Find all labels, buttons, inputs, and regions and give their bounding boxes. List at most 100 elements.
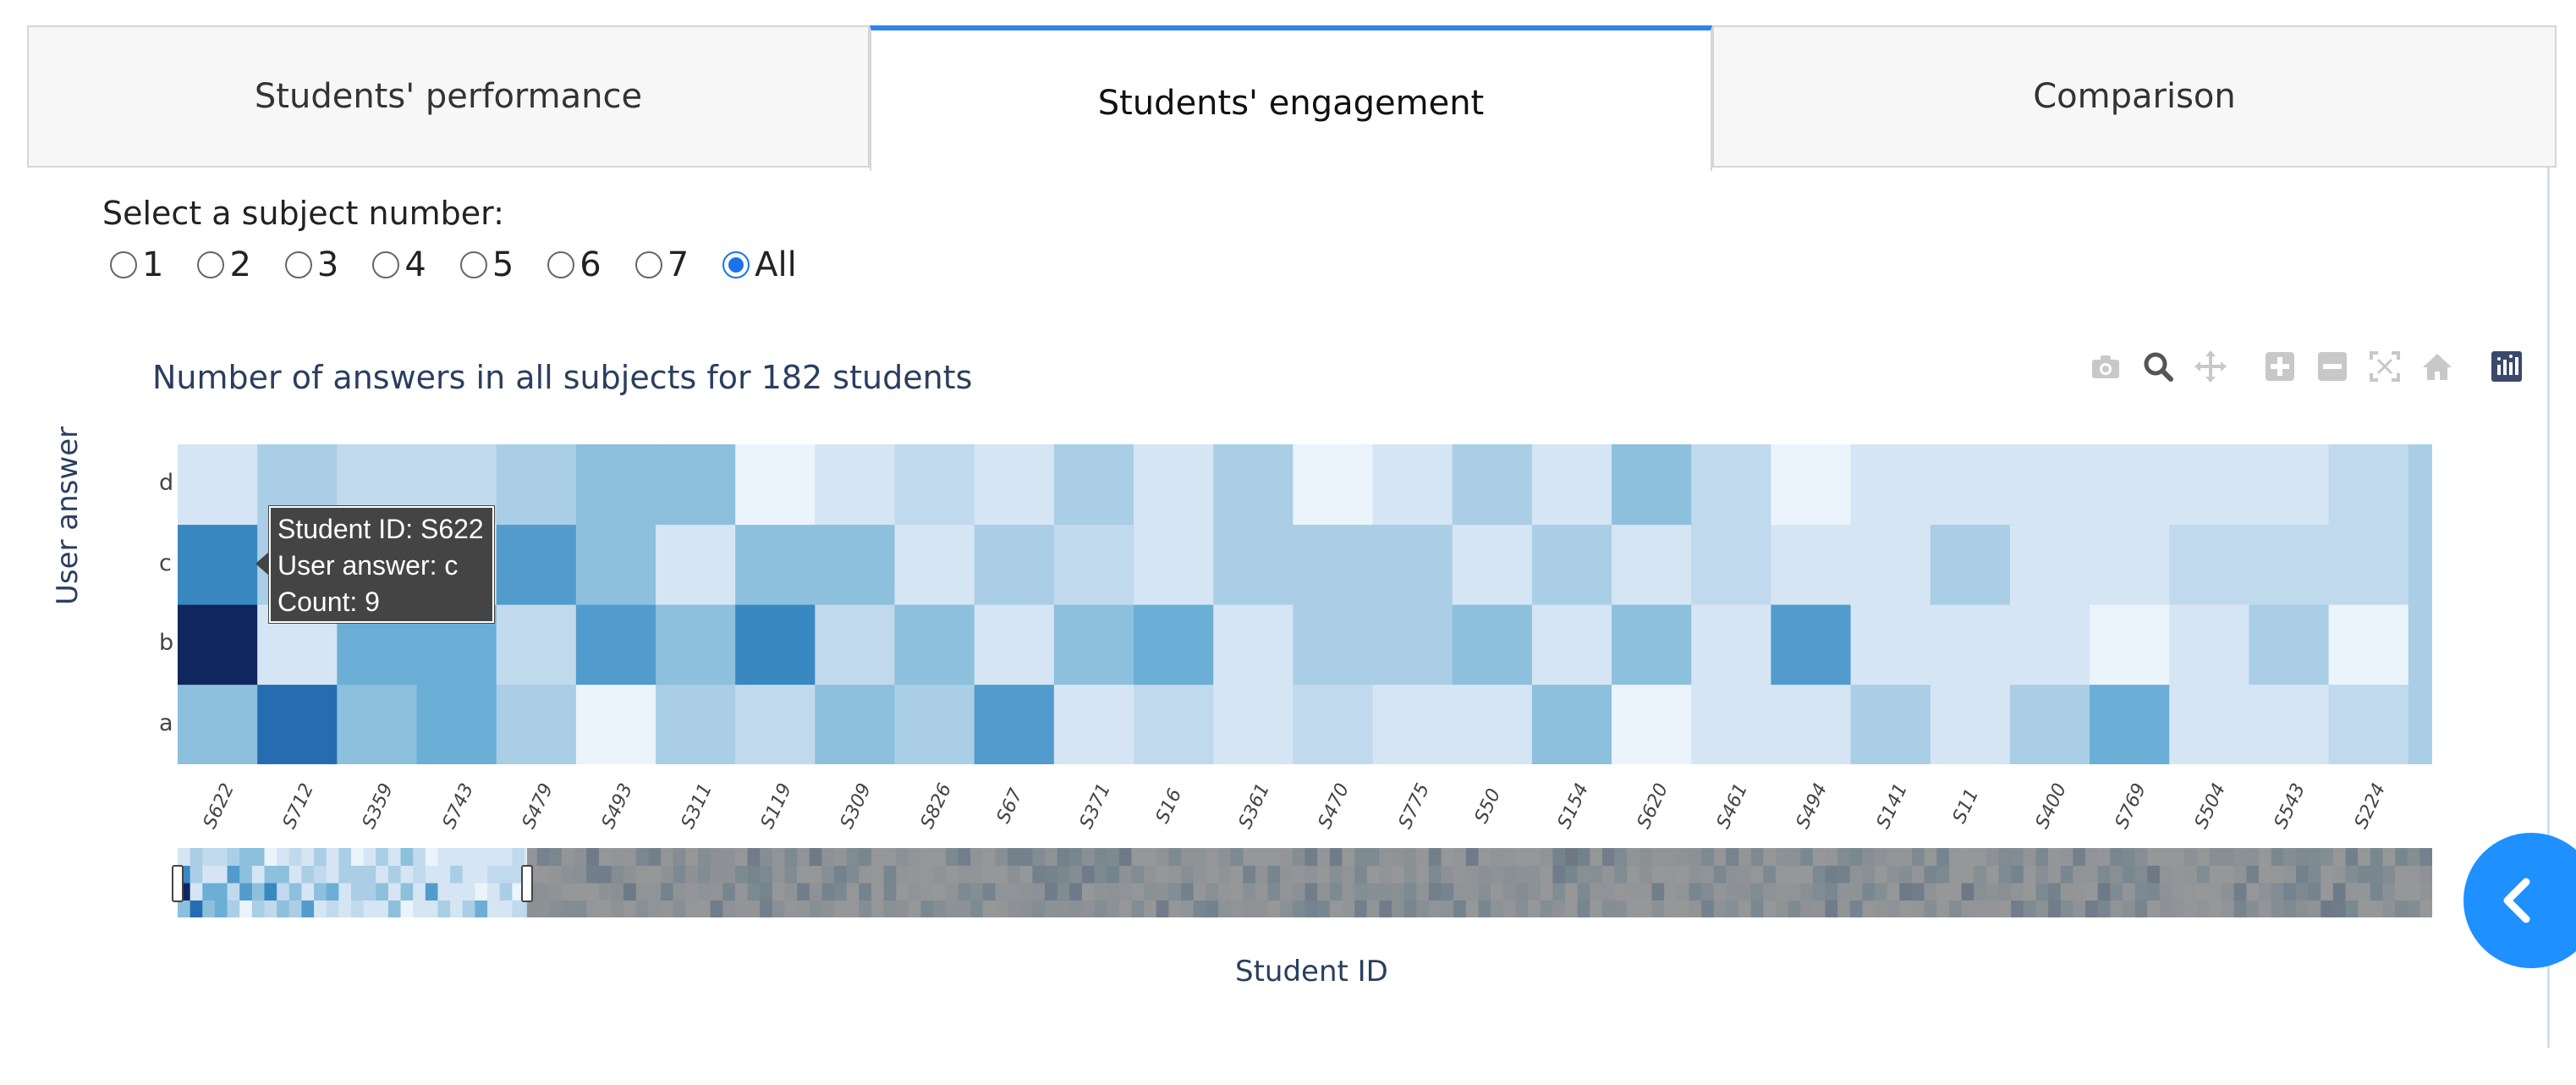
heatmap-cell-S371-a[interactable] [1053,684,1134,765]
heatmap-cell-S371-c[interactable] [1053,524,1134,605]
heatmap-cell-S361-a[interactable] [1213,684,1293,765]
heatmap-cell-S493-c[interactable] [575,524,656,605]
subject-radio-3[interactable]: 3 [284,245,338,284]
radio-button[interactable] [284,251,312,278]
radio-button[interactable] [110,251,137,278]
subject-radio-4[interactable]: 4 [372,245,426,284]
subject-radio-6[interactable]: 6 [547,245,601,284]
heatmap-cell-S620-a[interactable] [1612,684,1692,765]
heatmap-cell-S461-c[interactable] [1691,524,1771,605]
heatmap-cell-S479-a[interactable] [496,684,577,765]
heatmap-cell-S50-d[interactable] [1452,444,1533,526]
subject-radio-all[interactable]: All [722,245,797,284]
heatmap-cell-partial[interactable] [2408,684,2432,765]
heatmap-cell-S826-d[interactable] [894,444,975,526]
radio-button[interactable] [547,251,575,278]
heatmap-cell-S826-c[interactable] [894,524,975,605]
heatmap-cell-S371-d[interactable] [1053,444,1134,526]
tab-students-performance[interactable]: Students' performance [27,25,870,168]
heatmap-cell-S224-a[interactable] [2328,684,2409,765]
heatmap-cell-S119-b[interactable] [735,604,816,686]
heatmap-cell-S154-a[interactable] [1531,684,1612,765]
range-slider[interactable] [178,848,2432,917]
heatmap-cell-S775-c[interactable] [1372,524,1453,605]
heatmap-cell-S479-d[interactable] [496,444,577,526]
heatmap-cell-S154-b[interactable] [1531,604,1612,686]
heatmap-cell-S16-b[interactable] [1134,604,1214,686]
heatmap-cell-S67-c[interactable] [974,524,1055,605]
heatmap-cell-S620-d[interactable] [1612,444,1692,526]
heatmap-cell-S361-d[interactable] [1213,444,1293,526]
reset-axes-icon[interactable] [2418,347,2457,386]
heatmap-cell-S493-a[interactable] [575,684,656,765]
heatmap-cell-S769-d[interactable] [2090,444,2170,526]
subject-radio-7[interactable]: 7 [634,245,689,284]
heatmap-cell-S311-a[interactable] [656,684,736,765]
heatmap-cell-S309-c[interactable] [815,524,896,605]
heatmap-cell-S11-b[interactable] [1930,604,2011,686]
heatmap-cell-S311-c[interactable] [656,524,736,605]
heatmap-cell-S494-a[interactable] [1771,684,1852,765]
heatmap-cell-partial[interactable] [2408,604,2432,686]
heatmap-cell-S50-c[interactable] [1452,524,1533,605]
heatmap-cell-S493-b[interactable] [575,604,656,686]
heatmap-cell-S67-d[interactable] [974,444,1055,526]
tab-comparison[interactable]: Comparison [1712,25,2557,168]
heatmap-cell-S826-a[interactable] [894,684,975,765]
heatmap-cell-S16-a[interactable] [1134,684,1214,765]
heatmap-cell-S543-b[interactable] [2249,604,2330,686]
heatmap-cell-S224-c[interactable] [2328,524,2409,605]
heatmap-cell-S775-a[interactable] [1372,684,1453,765]
heatmap-cell-S493-d[interactable] [575,444,656,526]
heatmap-cell-S620-c[interactable] [1612,524,1692,605]
heatmap-cell-S311-b[interactable] [656,604,736,686]
pan-icon[interactable] [2191,347,2230,386]
collapse-panel-button[interactable] [2463,833,2576,968]
subject-radio-1[interactable]: 1 [110,245,163,284]
heatmap-cell-S470-d[interactable] [1293,444,1374,526]
heatmap-cell-S543-c[interactable] [2249,524,2330,605]
radio-button[interactable] [372,251,400,278]
heatmap-cell-S141-b[interactable] [1850,604,1931,686]
heatmap-cell-S461-a[interactable] [1691,684,1771,765]
heatmap-cell-S50-a[interactable] [1452,684,1533,765]
heatmap-cell-S479-c[interactable] [496,524,577,605]
heatmap-cell-S50-b[interactable] [1452,604,1533,686]
heatmap-cell-S494-c[interactable] [1771,524,1852,605]
heatmap-cell-S479-b[interactable] [496,604,577,686]
heatmap-cell-S67-a[interactable] [974,684,1055,765]
zoom-in-icon[interactable] [2260,347,2299,386]
heatmap-cell-S400-b[interactable] [2009,604,2090,686]
zoom-out-icon[interactable] [2313,347,2352,386]
camera-icon[interactable] [2086,347,2125,386]
heatmap-plot[interactable] [178,444,2432,764]
heatmap-cell-S504-a[interactable] [2169,684,2250,765]
heatmap-cell-S470-a[interactable] [1293,684,1374,765]
heatmap-cell-S309-b[interactable] [815,604,896,686]
heatmap-cell-S16-d[interactable] [1134,444,1214,526]
heatmap-cell-S769-c[interactable] [2090,524,2170,605]
subject-radio-5[interactable]: 5 [459,245,514,284]
range-slider-right-handle[interactable] [521,865,534,902]
autoscale-icon[interactable] [2365,347,2404,386]
heatmap-cell-S712-a[interactable] [257,684,338,765]
heatmap-cell-S494-d[interactable] [1771,444,1852,526]
heatmap-cell-S309-d[interactable] [815,444,896,526]
radio-button[interactable] [634,251,662,278]
heatmap-cell-S461-d[interactable] [1691,444,1771,526]
heatmap-cell-S620-b[interactable] [1612,604,1692,686]
heatmap-cell-S775-b[interactable] [1372,604,1453,686]
heatmap-cell-S622-d[interactable] [178,444,258,526]
heatmap-cell-S141-c[interactable] [1850,524,1931,605]
range-slider-left-handle[interactable] [172,865,184,902]
heatmap-cell-S224-d[interactable] [2328,444,2409,526]
heatmap-cell-S361-c[interactable] [1213,524,1293,605]
heatmap-cell-S504-b[interactable] [2169,604,2250,686]
heatmap-cell-S470-c[interactable] [1293,524,1374,605]
heatmap-cell-S359-a[interactable] [337,684,418,765]
subject-radio-2[interactable]: 2 [197,245,251,284]
heatmap-cell-S119-d[interactable] [735,444,816,526]
heatmap-cell-S311-d[interactable] [656,444,736,526]
heatmap-cell-S826-b[interactable] [894,604,975,686]
heatmap-cell-S141-a[interactable] [1850,684,1931,765]
